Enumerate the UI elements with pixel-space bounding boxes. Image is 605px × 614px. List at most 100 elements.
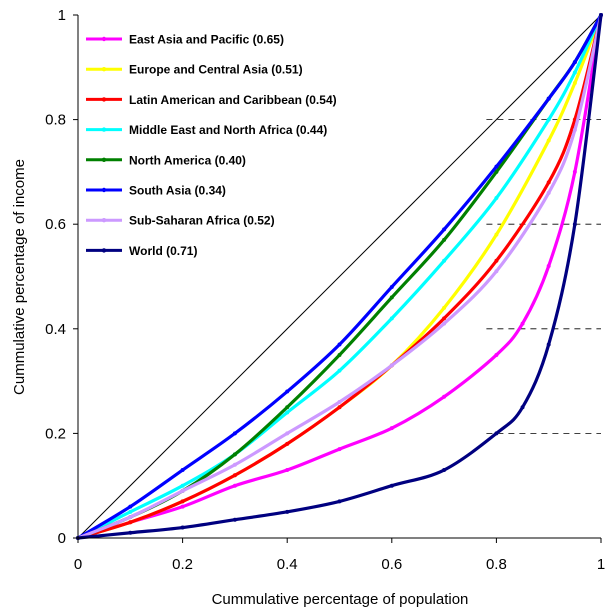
series-0-point-11 [572,169,577,174]
x-tick-label: 0.8 [486,556,507,573]
series-6-point-5 [337,400,342,405]
series-2-point-1 [128,520,133,525]
series-6-point-2 [180,488,185,493]
gridlines [486,119,601,434]
series-1-point-9 [546,138,551,143]
series-7-point-3 [232,517,237,522]
series-5-point-8 [494,164,499,169]
legend-marker-1 [101,67,107,72]
equality-line-group [77,14,602,539]
y-tick-label: 0.8 [45,112,66,129]
series-3-point-4 [285,410,290,415]
series-7-point-1 [128,530,133,535]
series-0-point-10 [546,264,551,269]
equality-line [77,14,602,539]
legend-marker-0 [101,36,107,42]
series-0-point-3 [232,483,237,488]
legend: East Asia and Pacific (0.65) Europe and C… [86,33,337,258]
series-7-point-4 [285,509,290,514]
y-tick-labels: 0 0.2 0.4 0.6 0.8 1 [45,7,66,547]
legend-label-1: Europe and Central Asia (0.51) [129,63,303,77]
x-tick-label: 0 [74,556,82,573]
series-3-point-9 [546,117,551,122]
series-2-point-9 [546,180,551,185]
series-3-point-10 [572,70,577,75]
series-4-point-4 [285,405,290,410]
series-3-point-2 [180,483,185,488]
y-tick-label: 0.2 [45,425,66,442]
series-5-point-7 [442,227,447,232]
series-5-point-1 [128,504,133,509]
series-6-point-1 [128,515,133,520]
series-line-7 [76,13,603,540]
legend-label-3: Middle East and North Africa (0.44) [129,123,327,137]
y-tick-label: 0.4 [45,321,66,338]
series-7-point-2 [180,525,185,530]
series-6-point-6 [389,363,394,368]
legend-label-7: World (0.71) [129,244,197,258]
series-5-point-9 [546,96,551,101]
series-1-point-8 [494,232,499,237]
series-0-point-2 [180,504,185,509]
legend-label-4: North America (0.40) [129,153,246,167]
axes [73,14,602,543]
series-7-point-11 [572,222,577,227]
legend-marker-4 [101,157,107,162]
series-7-point-5 [337,499,342,504]
series-0-point-7 [442,394,447,399]
x-tick-label: 0.4 [277,556,298,573]
x-tick-labels: 0 0.2 0.4 0.6 0.8 1 [74,556,605,573]
series-5-point-5 [337,342,342,347]
legend-marker-3 [101,127,107,132]
legend-label-2: Latin American and Caribbean (0.54) [129,93,337,107]
series-7-point-6 [389,483,394,488]
x-tick-label: 0.6 [381,556,402,573]
series-2-point-2 [180,499,185,504]
series-7-point-8 [494,431,499,436]
legend-marker-5 [101,187,107,193]
series-0-point-9 [520,321,525,326]
x-tick-label: 1 [597,556,605,573]
y-tick-label: 1 [58,7,66,24]
series-5-point-10 [572,60,577,65]
series-0-point-8 [494,352,499,357]
series-2-point-3 [232,473,237,478]
series-7-point-10 [546,342,551,347]
series-5-point-3 [232,431,237,436]
legend-marker-2 [101,97,107,102]
series-4-point-7 [442,237,447,242]
y-tick-label: 0 [58,530,66,547]
series-4-point-5 [337,352,342,357]
series-6-point-10 [572,128,577,133]
series-1-point-10 [572,80,577,85]
series-3-point-7 [442,258,447,263]
series-5-point-4 [285,389,290,394]
series-3-point-8 [494,196,499,201]
series-0-point-5 [337,447,342,452]
series-6-point-9 [546,190,551,195]
legend-label-0: East Asia and Pacific (0.65) [129,33,284,47]
series-7-point-7 [442,468,447,473]
legend-label-5: South Asia (0.34) [129,184,226,198]
series-4-point-6 [389,295,394,300]
series-7-point-12 [599,13,603,17]
y-tick-label: 0.6 [45,216,66,233]
series-3-point-1 [128,509,133,514]
series-6-point-4 [285,431,290,436]
series-3-point-5 [337,368,342,373]
y-axis-title: Cummulative percentage of income [11,159,28,395]
legend-label-6: Sub-Saharan Africa (0.52) [129,214,275,228]
x-tick-label: 0.2 [172,556,193,573]
series-line-0 [76,13,603,540]
series-3-point-6 [389,316,394,321]
legend-marker-6 [101,218,107,223]
series-6-point-8 [494,269,499,274]
series-2-point-5 [337,405,342,410]
series-6-point-3 [232,462,237,467]
series-2-point-4 [285,441,290,446]
series-4-point-3 [232,452,237,457]
series-5-point-6 [389,284,394,289]
series-5-point-2 [180,468,185,473]
series-1-point-7 [442,305,447,310]
